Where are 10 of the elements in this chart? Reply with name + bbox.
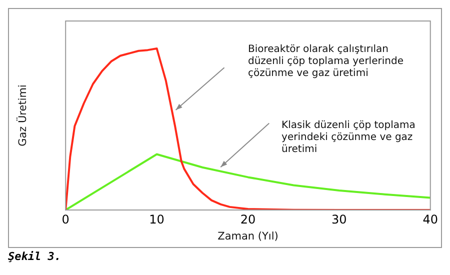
annotation: Klasik düzenli çöp toplama yerindeki çözünme ve gaz üretimi [282,120,416,156]
annotation: Bioreaktör olarak çalıştırılan düzenli çöp toplama yerlerinde çözünme ve gaz üretimi [248,44,404,80]
x-axis-title: Zaman (Yıl) [218,230,278,242]
y-axis-title: Gaz Üretimi [16,84,30,146]
x-tick-label: 10 [149,212,164,226]
x-tick-label: 20 [240,212,256,226]
x-tick-label: 30 [332,212,347,226]
x-tick-label: 0 [62,212,70,226]
x-tick-label: 40 [422,212,438,226]
text: Şekil 3. [8,250,62,263]
